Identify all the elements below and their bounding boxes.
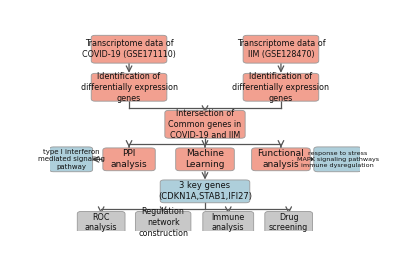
FancyBboxPatch shape [176,148,234,171]
Text: Immune
analysis: Immune analysis [212,212,245,232]
FancyBboxPatch shape [243,35,319,63]
Text: PPI
analysis: PPI analysis [111,150,147,169]
FancyBboxPatch shape [314,147,362,172]
Text: Transcriptome data of
IIM (GSE128470): Transcriptome data of IIM (GSE128470) [237,39,325,59]
Text: Transcriptome data of
COVID-19 (GSE171110): Transcriptome data of COVID-19 (GSE17111… [82,39,176,59]
Text: type I interferon
mediated signaling
pathway: type I interferon mediated signaling pat… [38,149,104,170]
Text: Regulation
network
construction: Regulation network construction [138,207,188,238]
FancyBboxPatch shape [252,148,310,171]
FancyBboxPatch shape [91,73,167,101]
FancyBboxPatch shape [160,180,250,203]
FancyBboxPatch shape [136,211,191,233]
Text: ROC
analysis: ROC analysis [85,212,118,232]
Text: Identification of
differentially expression
genes: Identification of differentially express… [232,72,330,102]
Text: Drug
screening: Drug screening [269,212,308,232]
Text: 3 key genes
(CDKN1A,STAB1,IFI27): 3 key genes (CDKN1A,STAB1,IFI27) [158,181,252,201]
Text: Machine
Learning: Machine Learning [185,150,225,169]
Text: Identification of
differentially expression
genes: Identification of differentially express… [80,72,178,102]
FancyBboxPatch shape [243,73,319,101]
FancyBboxPatch shape [165,110,245,138]
FancyBboxPatch shape [103,148,155,171]
FancyBboxPatch shape [50,147,93,172]
Text: response to stress
MAPK signaling pathways
immune dysregulation: response to stress MAPK signaling pathwa… [297,151,379,168]
FancyBboxPatch shape [91,35,167,63]
Text: Intersection of
Common genes in
COVID-19 and IIM: Intersection of Common genes in COVID-19… [168,109,242,140]
FancyBboxPatch shape [265,211,312,233]
FancyBboxPatch shape [77,211,125,233]
Text: Functional
analysis: Functional analysis [258,150,304,169]
FancyBboxPatch shape [203,211,254,233]
